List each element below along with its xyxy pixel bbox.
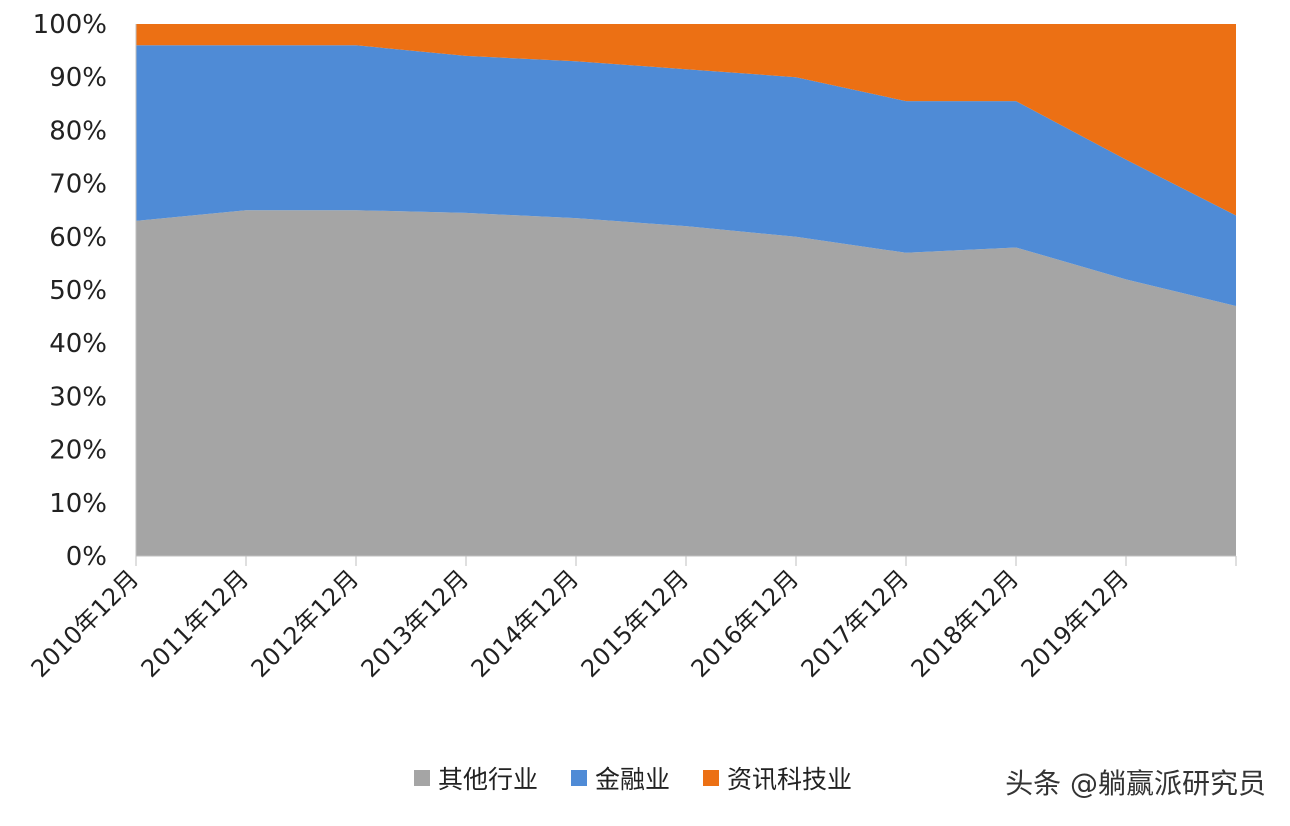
y-tick-label: 30% (49, 382, 107, 412)
x-tick-label: 2018年12月 (906, 564, 1025, 683)
y-tick-label: 70% (49, 170, 107, 200)
watermark: 头条 @躺赢派研究员 (1005, 767, 1266, 800)
legend-item-finance: 金融业 (571, 760, 670, 796)
legend-label-finance: 金融业 (595, 765, 671, 794)
y-tick-label: 100% (33, 10, 107, 40)
x-tick-label: 2012年12月 (246, 564, 365, 683)
y-tick-label: 90% (49, 63, 107, 93)
y-tick-label: 50% (49, 276, 107, 306)
x-tick-label: 2014年12月 (466, 564, 585, 683)
area-series-1 (136, 45, 1236, 306)
y-tick-label: 0% (66, 542, 107, 572)
x-tick-label: 2013年12月 (356, 564, 475, 683)
x-tick-label: 2017年12月 (796, 564, 915, 683)
x-tick-label: 2015年12月 (576, 564, 695, 683)
legend-label-it: 资讯科技业 (727, 765, 853, 794)
area-series-0 (136, 210, 1236, 556)
legend-label-other: 其他行业 (438, 765, 539, 794)
x-tick-label: 2010年12月 (26, 564, 145, 683)
y-tick-label: 60% (49, 223, 107, 253)
legend-swatch-finance (571, 770, 588, 786)
legend-item-it: 资讯科技业 (703, 760, 852, 796)
legend-swatch-it (703, 770, 720, 786)
legend-item-other: 其他行业 (414, 760, 538, 796)
x-tick-label: 2016年12月 (686, 564, 805, 683)
y-tick-label: 80% (49, 116, 107, 146)
x-tick-label: 2019年12月 (1016, 564, 1135, 683)
legend-swatch-other (414, 770, 430, 786)
x-tick-label: 2011年12月 (136, 564, 255, 683)
y-tick-label: 40% (49, 329, 107, 359)
area-series-2 (136, 24, 1236, 216)
chart-legend: 其他行业 金融业 资讯科技业 (414, 760, 885, 796)
y-tick-label: 10% (49, 489, 107, 519)
y-tick-label: 20% (49, 436, 107, 466)
